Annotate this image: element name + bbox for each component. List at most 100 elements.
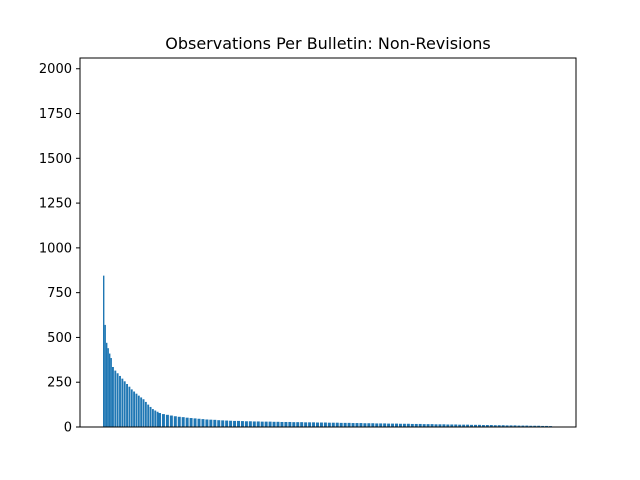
bar: [312, 422, 316, 427]
bar: [351, 423, 355, 427]
bar: [308, 422, 312, 427]
bar: [466, 424, 470, 427]
bar: [256, 421, 260, 427]
bar: [135, 393, 138, 427]
bar: [430, 424, 434, 427]
y-tick-label: 2000: [39, 62, 72, 77]
bar: [110, 358, 112, 427]
bar: [123, 381, 126, 427]
bar: [418, 423, 422, 427]
bar: [107, 348, 109, 427]
bar: [130, 389, 133, 427]
bar: [450, 424, 454, 427]
bar: [489, 425, 493, 427]
bar: [240, 421, 244, 427]
bar: [529, 425, 533, 427]
bar: [165, 414, 169, 427]
bar: [505, 425, 509, 427]
bar: [106, 342, 108, 427]
bar: [462, 424, 466, 427]
bar: [470, 424, 474, 427]
bar: [154, 410, 157, 427]
bar: [142, 399, 145, 427]
bar: [177, 416, 181, 427]
bar: [197, 418, 201, 427]
bar: [395, 423, 398, 427]
bar: [209, 419, 213, 427]
bar: [355, 423, 359, 427]
bar: [375, 423, 379, 427]
bar: [201, 419, 205, 427]
bar: [156, 411, 159, 427]
bar: [410, 423, 414, 427]
bar: [541, 425, 545, 427]
bar: [371, 423, 375, 427]
bar: [485, 425, 489, 427]
y-tick-label: 0: [64, 421, 72, 436]
bar: [158, 413, 161, 427]
bar: [533, 425, 537, 427]
bar: [513, 425, 517, 427]
bar: [422, 424, 426, 427]
bar: [112, 366, 114, 427]
bar: [335, 422, 339, 427]
bars-group: [103, 275, 553, 427]
bar: [128, 386, 131, 427]
bar: [323, 422, 327, 427]
bar: [327, 422, 331, 427]
bar: [316, 422, 319, 427]
bar: [221, 420, 225, 427]
bar: [438, 424, 442, 427]
bar: [114, 370, 117, 427]
bar: [288, 421, 292, 427]
y-tick-label: 1750: [39, 107, 72, 122]
bar: [276, 421, 280, 427]
bar: [213, 419, 217, 427]
bar: [268, 421, 272, 427]
y-tick-label: 1250: [39, 197, 72, 212]
bar: [497, 425, 501, 427]
bar: [363, 423, 367, 427]
bar: [189, 418, 193, 427]
bar: [181, 417, 185, 427]
bar: [521, 425, 525, 427]
bar: [248, 421, 252, 427]
bar: [272, 421, 276, 427]
bar: [109, 353, 111, 427]
bar: [116, 373, 119, 427]
bar: [545, 425, 549, 427]
bar: [300, 422, 304, 427]
bar: [205, 419, 209, 427]
bar: [537, 425, 541, 427]
bar: [474, 424, 477, 427]
bar: [454, 424, 458, 427]
bar: [406, 423, 410, 427]
bar: [260, 421, 264, 427]
bar: [414, 423, 418, 427]
bar: [173, 416, 177, 427]
bar: [517, 425, 521, 427]
bar: [264, 421, 268, 427]
bar: [359, 423, 363, 427]
bar: [442, 424, 446, 427]
bar: [383, 423, 387, 427]
bar: [367, 423, 371, 427]
bar: [477, 424, 481, 427]
bar: [225, 420, 229, 427]
bar: [161, 414, 165, 427]
bar: [292, 422, 296, 427]
bar: [147, 404, 150, 427]
bar: [458, 424, 462, 427]
bar: [501, 425, 505, 427]
bar: [133, 391, 136, 427]
bar: [233, 420, 237, 427]
y-tick-label: 1500: [39, 152, 72, 167]
bar: [481, 425, 485, 427]
y-axis: 0 250 500 750 1000 1250 1500 1750 2000: [39, 62, 80, 436]
y-tick-label: 500: [47, 331, 72, 346]
y-tick-label: 250: [47, 376, 72, 391]
bar: [331, 422, 335, 427]
bar: [103, 275, 105, 427]
bar: [151, 409, 154, 427]
